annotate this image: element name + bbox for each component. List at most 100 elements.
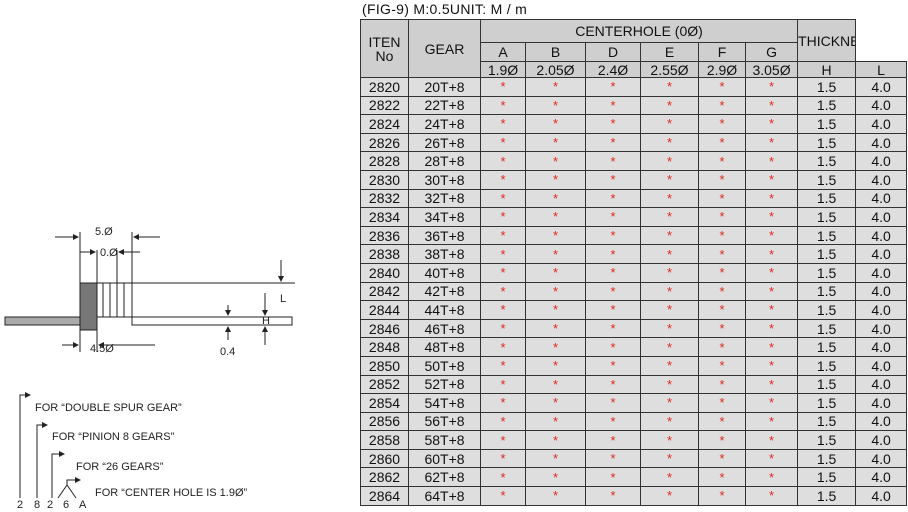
table-cell: 1.5	[797, 225, 857, 246]
table-cell: *	[585, 337, 641, 357]
table-cell: 2826	[360, 132, 409, 153]
table-cell: 4.0	[855, 207, 908, 227]
table-row: 2844 44T+8 * * * * * * 1.5 4.0	[360, 300, 908, 320]
table-row: 2862 62T+8 * * * * * * 1.5 4.0	[360, 467, 908, 488]
table-cell: *	[585, 300, 641, 320]
table-cell: *	[744, 262, 799, 283]
table-cell: GEAR	[408, 19, 481, 78]
table-cell: *	[640, 114, 699, 134]
table-cell: *	[525, 77, 586, 97]
table-cell: 1.5	[797, 355, 857, 376]
table-cell: 2838	[360, 244, 409, 264]
table-cell: 2850	[360, 355, 409, 376]
table-cell: 22T+8	[408, 95, 481, 116]
code-digit: 2	[47, 499, 53, 511]
table-cell: *	[744, 393, 799, 413]
table-cell: *	[525, 281, 586, 302]
table-cell: *	[480, 225, 526, 246]
table-cell: *	[525, 318, 586, 339]
table-cell: *	[698, 244, 746, 264]
table-cell: *	[525, 374, 586, 395]
table-cell: 2856	[360, 411, 409, 432]
table-cell: *	[698, 225, 746, 246]
table-cell: *	[525, 207, 586, 227]
table-cell: *	[585, 114, 641, 134]
table-cell: E	[640, 42, 699, 62]
table-cell: *	[744, 77, 799, 97]
table-cell: *	[525, 486, 586, 506]
table-cell: CENTERHOLE (0Ø)	[479, 19, 799, 43]
table-cell: 4.0	[855, 225, 908, 246]
table-row: 2820 20T+8 * * * * * * 1.5 4.0	[360, 77, 908, 97]
table-cell: 2836	[360, 225, 409, 246]
table-cell: *	[640, 393, 699, 413]
table-cell: *	[640, 430, 699, 450]
table-cell: 1.5	[797, 448, 857, 469]
table-cell: *	[698, 318, 746, 339]
table-cell: *	[525, 225, 586, 246]
table-cell: 4.0	[855, 262, 908, 283]
table-row: 2824 24T+8 * * * * * * 1.5 4.0	[360, 114, 908, 134]
table-cell: *	[640, 244, 699, 264]
table-cell: 2864	[360, 486, 409, 506]
table-cell: *	[585, 467, 641, 488]
table-cell: *	[480, 151, 526, 171]
table-cell: *	[585, 77, 641, 97]
table-cell: 4.0	[855, 448, 908, 469]
table-cell: *	[744, 448, 799, 469]
table-cell: 2842	[360, 281, 409, 302]
table-cell: 2824	[360, 114, 409, 134]
table-cell: 2830	[360, 169, 409, 190]
table-row: 2860 60T+8 * * * * * * 1.5 4.0	[360, 448, 908, 469]
table-cell: *	[585, 393, 641, 413]
table-cell: 38T+8	[408, 244, 481, 264]
legend-item: FOR “DOUBLE SPUR GEAR”	[35, 402, 182, 414]
table-cell: *	[640, 77, 699, 97]
table-cell: *	[640, 151, 699, 171]
table-cell: *	[480, 188, 526, 209]
table-row: 2864 64T+8 * * * * * * 1.5 4.0	[360, 486, 908, 506]
table-cell: *	[744, 281, 799, 302]
table-cell: 26T+8	[408, 132, 481, 153]
table-cell: *	[640, 225, 699, 246]
table-cell: *	[698, 355, 746, 376]
dim-label: 5.Ø	[95, 226, 113, 238]
table-row: 2854 54T+8 * * * * * * 1.5 4.0	[360, 393, 908, 413]
table-cell: THICKNESS	[797, 19, 857, 62]
table-cell: 44T+8	[408, 300, 481, 320]
table-cell: 4.0	[855, 411, 908, 432]
table-row: 2838 38T+8 * * * * * * 1.5 4.0	[360, 244, 908, 264]
table-cell: *	[744, 318, 799, 339]
dim-label: L	[280, 293, 286, 305]
table-cell: *	[744, 486, 799, 506]
table-row: 2850 50T+8 * * * * * * 1.5 4.0	[360, 355, 908, 376]
table-cell: 4.0	[855, 393, 908, 413]
table-cell: 1.5	[797, 281, 857, 302]
table-cell: *	[480, 132, 526, 153]
table-cell: 60T+8	[408, 448, 481, 469]
legend-leaders	[19, 392, 81, 499]
table-cell: *	[585, 281, 641, 302]
table-cell: *	[698, 300, 746, 320]
table-cell: 2846	[360, 318, 409, 339]
code-digit: 6	[63, 499, 69, 511]
table-cell: 1.5	[797, 411, 857, 432]
table-cell: 4.0	[855, 337, 908, 357]
table-cell: 2844	[360, 300, 409, 320]
table-cell: 4.0	[855, 467, 908, 488]
table-cell: 1.5	[797, 188, 857, 209]
legend-item: FOR “PINION 8 GEARS”	[52, 431, 175, 443]
table-cell: *	[585, 318, 641, 339]
table-cell: 34T+8	[408, 207, 481, 227]
table-row: 2826 26T+8 * * * * * * 1.5 4.0	[360, 132, 908, 153]
table-cell: *	[525, 430, 586, 450]
table-row: 2840 40T+8 * * * * * * 1.5 4.0	[360, 262, 908, 283]
table-cell: *	[640, 467, 699, 488]
table-cell: *	[744, 95, 799, 116]
table-cell: 56T+8	[408, 411, 481, 432]
table-cell: *	[640, 448, 699, 469]
table-cell: *	[480, 355, 526, 376]
table-row: 2836 36T+8 * * * * * * 1.5 4.0	[360, 225, 908, 246]
